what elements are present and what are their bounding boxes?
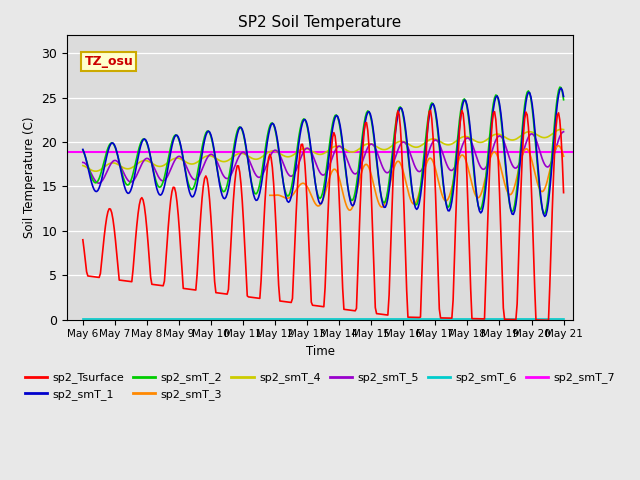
- sp2_smT_6: [79, 316, 86, 322]
- X-axis label: Time: Time: [305, 345, 335, 358]
- sp2_smT_2: [560, 97, 568, 103]
- sp2_Tsurface: [427, 108, 435, 113]
- sp2_smT_1: [541, 214, 548, 219]
- sp2_smT_2: [559, 89, 566, 95]
- sp2_smT_2: [110, 143, 118, 148]
- Title: SP2 Soil Temperature: SP2 Soil Temperature: [238, 15, 402, 30]
- sp2_smT_4: [111, 160, 119, 166]
- sp2_Tsurface: [110, 226, 118, 231]
- sp2_smT_4: [557, 126, 565, 132]
- sp2_smT_3: [493, 152, 501, 158]
- sp2_smT_1: [326, 144, 334, 150]
- sp2_smT_4: [92, 168, 99, 174]
- sp2_smT_4: [560, 127, 568, 132]
- Text: TZ_osu: TZ_osu: [84, 55, 133, 68]
- Line: sp2_smT_2: sp2_smT_2: [83, 87, 564, 214]
- sp2_smT_2: [493, 93, 501, 98]
- sp2_smT_5: [560, 129, 568, 135]
- sp2_Tsurface: [545, 317, 552, 323]
- sp2_smT_1: [79, 146, 86, 152]
- Line: sp2_smT_4: sp2_smT_4: [83, 129, 564, 171]
- sp2_Tsurface: [95, 275, 103, 280]
- sp2_smT_5: [423, 155, 431, 161]
- sp2_smT_1: [493, 93, 501, 99]
- sp2_Tsurface: [326, 166, 334, 172]
- sp2_Tsurface: [495, 159, 502, 165]
- sp2_smT_2: [79, 147, 86, 153]
- sp2_smT_1: [557, 85, 565, 91]
- sp2_smT_6: [493, 316, 501, 322]
- sp2_smT_2: [95, 176, 103, 181]
- sp2_smT_5: [95, 180, 103, 186]
- Line: sp2_Tsurface: sp2_Tsurface: [83, 110, 564, 320]
- Y-axis label: Soil Temperature (C): Soil Temperature (C): [22, 117, 36, 238]
- sp2_smT_4: [79, 163, 86, 168]
- sp2_smT_3: [560, 153, 568, 159]
- sp2_smT_3: [326, 173, 334, 179]
- sp2_smT_1: [559, 87, 566, 93]
- sp2_smT_3: [422, 164, 429, 169]
- sp2_smT_2: [422, 137, 429, 143]
- sp2_smT_6: [556, 316, 564, 322]
- sp2_smT_1: [95, 185, 103, 191]
- sp2_smT_3: [556, 144, 564, 149]
- sp2_smT_6: [422, 316, 429, 322]
- sp2_smT_6: [560, 316, 568, 322]
- sp2_smT_4: [97, 167, 104, 173]
- sp2_smT_5: [79, 159, 86, 165]
- sp2_Tsurface: [560, 190, 568, 195]
- sp2_smT_5: [557, 131, 565, 137]
- sp2_smT_2: [326, 137, 334, 143]
- sp2_smT_1: [110, 142, 118, 147]
- sp2_smT_6: [95, 316, 103, 322]
- sp2_Tsurface: [559, 158, 566, 164]
- sp2_smT_1: [560, 94, 568, 99]
- sp2_smT_5: [111, 157, 119, 163]
- Line: sp2_smT_3: sp2_smT_3: [270, 145, 564, 210]
- sp2_smT_5: [328, 157, 335, 163]
- sp2_smT_2: [556, 84, 564, 90]
- sp2_smT_1: [422, 146, 429, 152]
- sp2_smT_5: [495, 133, 502, 139]
- Legend: sp2_Tsurface, sp2_smT_1, sp2_smT_2, sp2_smT_3, sp2_smT_4, sp2_smT_5, sp2_smT_6, : sp2_Tsurface, sp2_smT_1, sp2_smT_2, sp2_…: [20, 368, 620, 404]
- sp2_smT_4: [559, 126, 566, 132]
- sp2_smT_6: [110, 316, 118, 322]
- sp2_smT_4: [328, 145, 335, 151]
- sp2_smT_4: [423, 139, 431, 144]
- Line: sp2_smT_1: sp2_smT_1: [83, 88, 564, 216]
- sp2_smT_2: [541, 211, 548, 216]
- sp2_smT_6: [326, 316, 334, 322]
- Line: sp2_smT_5: sp2_smT_5: [83, 132, 564, 183]
- sp2_smT_5: [97, 180, 104, 185]
- sp2_Tsurface: [79, 237, 86, 242]
- sp2_smT_4: [495, 131, 502, 137]
- sp2_Tsurface: [422, 166, 429, 171]
